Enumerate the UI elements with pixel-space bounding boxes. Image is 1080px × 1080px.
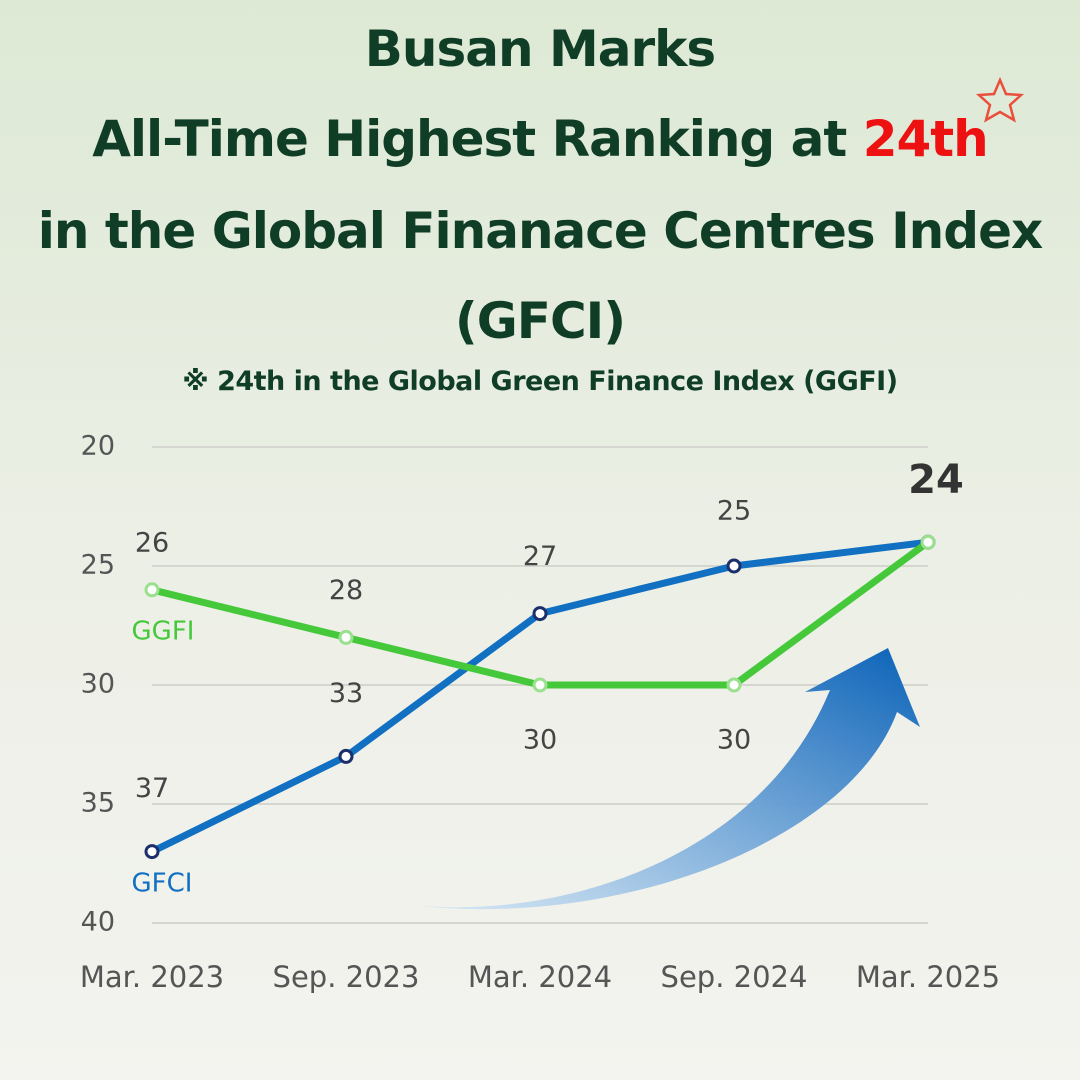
value-label: 27 xyxy=(523,541,557,572)
y-tick-label: 20 xyxy=(81,431,115,462)
title-line: (GFCI) xyxy=(454,292,626,350)
point xyxy=(532,677,548,693)
value-label: 26 xyxy=(135,527,169,558)
value-label: 24 xyxy=(908,457,964,503)
y-tick-label: 30 xyxy=(81,669,115,700)
title-line: Busan Marks xyxy=(364,20,716,78)
title-line: All-Time Highest Ranking at 24th xyxy=(0,110,1080,168)
value-label: 25 xyxy=(717,496,751,527)
title-highlight: 24th xyxy=(862,110,989,168)
series-label: GFCI xyxy=(132,869,193,899)
series-label: GGFI xyxy=(132,617,195,647)
y-tick-label: 35 xyxy=(81,788,115,819)
star-icon xyxy=(975,76,1025,123)
title-line: in the Global Finanace Centres Index xyxy=(37,202,1043,260)
point xyxy=(144,582,160,598)
x-tick-label: Mar. 2023 xyxy=(80,960,224,994)
title-text: All-Time Highest Ranking at xyxy=(92,110,847,168)
point xyxy=(726,558,742,574)
x-tick-label: Mar. 2025 xyxy=(856,960,1000,994)
y-tick-label: 25 xyxy=(81,550,115,581)
x-tick-label: Sep. 2023 xyxy=(273,960,420,994)
trend-arrow xyxy=(412,648,920,910)
point xyxy=(338,748,354,764)
subtitle: ※ 24th in the Global Green Finance Index… xyxy=(182,366,898,397)
point xyxy=(532,606,548,622)
point xyxy=(338,629,354,645)
y-tick-label: 40 xyxy=(81,907,115,938)
value-label: 30 xyxy=(717,725,751,756)
value-label: 30 xyxy=(523,725,557,756)
value-label: 37 xyxy=(135,773,169,804)
value-label: 28 xyxy=(329,575,363,606)
point xyxy=(920,534,936,550)
point xyxy=(726,677,742,693)
point xyxy=(144,844,160,860)
value-label: 33 xyxy=(329,678,363,709)
x-tick-label: Sep. 2024 xyxy=(661,960,808,994)
x-tick-label: Mar. 2024 xyxy=(468,960,612,994)
